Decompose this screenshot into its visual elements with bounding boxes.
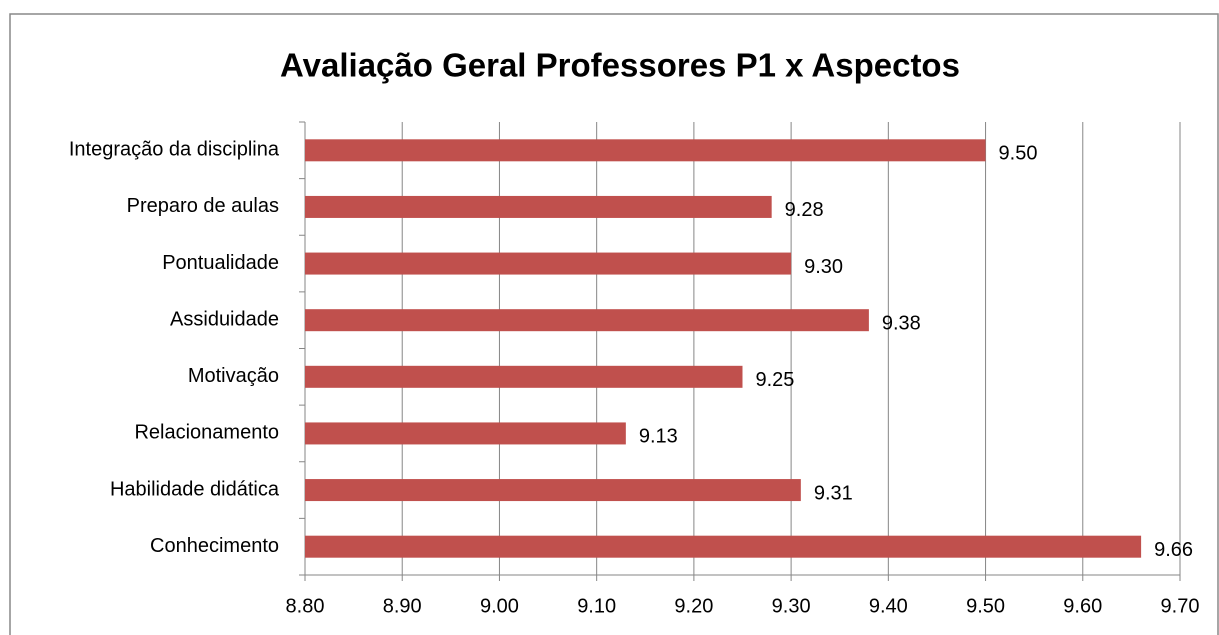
x-tick-label: 9.40 — [869, 595, 908, 617]
bar — [305, 195, 772, 218]
bar — [305, 252, 792, 275]
x-tick-label: 9.60 — [1063, 595, 1102, 617]
x-tick-label: 8.80 — [286, 595, 325, 617]
x-tick-label: 9.30 — [772, 595, 811, 617]
data-label: 9.28 — [785, 199, 824, 221]
x-tick-label: 9.20 — [674, 595, 713, 617]
x-tick-label: 9.00 — [480, 595, 519, 617]
data-label: 9.31 — [814, 482, 853, 504]
y-tick-label: Assiduidade — [170, 308, 279, 330]
bar — [305, 479, 801, 502]
x-tick-label: 9.50 — [966, 595, 1005, 617]
bar — [305, 422, 626, 445]
y-tick-label: Integração da disciplina — [69, 139, 280, 161]
y-tick-label: Habilidade didática — [110, 478, 280, 500]
y-tick-label: Relacionamento — [134, 422, 279, 444]
x-tick-label: 9.10 — [577, 595, 616, 617]
data-label: 9.13 — [639, 426, 678, 448]
bar — [305, 365, 743, 388]
chart-title: Avaliação Geral Professores P1 x Aspecto… — [280, 47, 960, 84]
x-tick-label: 8.90 — [383, 595, 422, 617]
bar — [305, 535, 1142, 558]
x-tick-label: 9.70 — [1161, 595, 1200, 617]
data-label: 9.30 — [804, 256, 843, 278]
data-label: 9.50 — [999, 143, 1038, 165]
data-label: 9.25 — [756, 369, 795, 391]
y-tick-label: Preparo de aulas — [127, 195, 279, 217]
y-tick-label: Conhecimento — [150, 535, 279, 557]
y-tick-label: Motivação — [188, 365, 279, 387]
bar — [305, 139, 986, 162]
data-label: 9.66 — [1154, 539, 1193, 561]
data-label: 9.38 — [882, 312, 921, 334]
y-tick-label: Pontualidade — [162, 252, 279, 274]
bar — [305, 309, 869, 332]
